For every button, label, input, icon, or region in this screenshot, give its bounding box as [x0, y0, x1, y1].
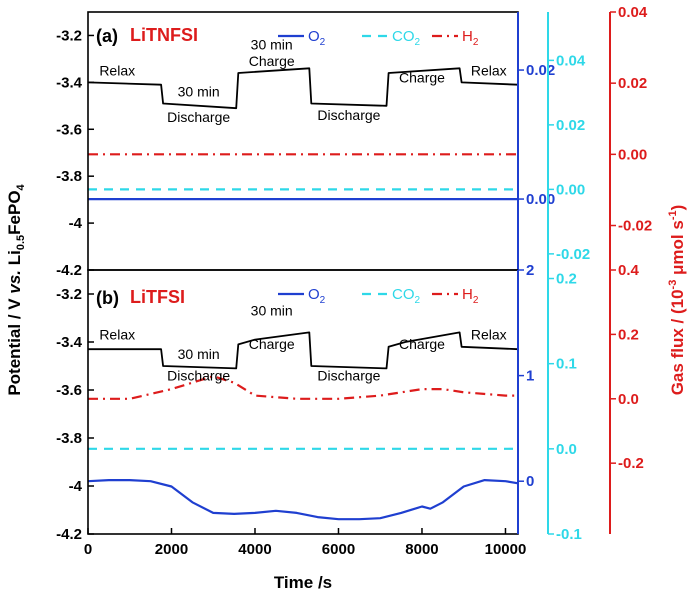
panel-a-left-tick-label-3: -3.8: [56, 168, 82, 185]
panel-a-left-tick-label-5: -4.2: [56, 262, 82, 279]
panel-b-x-ticks: 0 2000 4000 6000 8000 10000: [84, 528, 527, 558]
panel-b-O2-tick-label-2: 0: [526, 473, 534, 490]
panel-a-CO2-tick-label-2: 0.00: [556, 181, 585, 198]
panel-a-annotation-2: Discharge: [167, 109, 230, 125]
panel-b-left-tick-label-2: -3.6: [56, 382, 82, 399]
panel-a-right-axes: 0.020.000.040.020.00-0.020.040.020.00-0.…: [517, 4, 652, 270]
panel-a-left-tick-label-1: -3.4: [56, 74, 83, 91]
panel-b-annotation-3: 30 min: [251, 303, 293, 319]
panel-b: -3.2 -3.4 -3.6 -3.8 -4 -4.2 2 1 0 0.2 0.1 0.0 -0.1 0…: [56, 262, 644, 558]
panel-b-left-tick-label-0: -3.2: [56, 286, 82, 303]
panel-a-CO2-tick-label-0: 0.04: [556, 52, 586, 69]
panel-b-electrolyte: LiTFSI: [130, 287, 185, 307]
panel-a: -3.2-3.4-3.6-3.8-4-4.2 0.020.000.040.020…: [56, 4, 652, 279]
panel-b-right-axes: 2 1 0 0.2 0.1 0.0 -0.1 0.4 0.2 0.0 -0.2: [517, 262, 644, 543]
left-ylabel-sub1: 0.5: [15, 235, 27, 250]
panel-a-CO2-tick-label-1: 0.02: [556, 117, 585, 134]
panel-b-annotation-2: Discharge: [167, 367, 230, 383]
panel-b-H2-tick-label-3: -0.2: [618, 455, 644, 472]
panel-a-legend-co2-label: CO2: [392, 28, 421, 48]
panel-b-CO2-tick-label-0: 0.2: [556, 271, 577, 288]
panel-a-frame: [87, 11, 519, 271]
left-y-axis-label: Potential / V vs. Li0.5FePO4: [5, 183, 27, 395]
panel-a-H2-tick-label-3: -0.02: [618, 218, 652, 235]
panel-a-left-ticks: -3.2 -3.4 -3.6 -3.8 -4 -4.2: [56, 27, 94, 279]
panel-b-annotation-7: Relax: [471, 327, 507, 343]
panel-b-annotation-4: Charge: [249, 336, 295, 352]
x-axis-label: Time /s: [274, 573, 332, 592]
left-ylabel-sub2: 4: [15, 183, 27, 190]
panel-b-H2-tick-label-1: 0.2: [618, 326, 639, 343]
panel-a-annotation-6: Charge: [399, 69, 445, 85]
panel-b-annotations: Relax 30 min Discharge 30 min Charge Discharg…: [99, 303, 506, 384]
panel-b-label: (b): [96, 288, 119, 308]
panel-a-left-tick-label-4: -4: [69, 215, 83, 232]
panel-b-left-tick-label-3: -3.8: [56, 430, 82, 447]
panel-a-series-potential-line: [87, 67, 519, 110]
right-ylabel-close: ): [668, 205, 687, 211]
panel-a-left-tick-label-2: -3.6: [56, 121, 82, 138]
right-ylabel-sup: -3: [667, 280, 679, 290]
panel-b-CO2-tick-label-2: 0.0: [556, 441, 577, 458]
panel-b-legend: O2 CO2 H2: [278, 286, 479, 306]
panel-a-annotation-4: Charge: [249, 53, 295, 69]
panel-b-legend-o2-label: O2: [308, 286, 326, 306]
x-tick-label-5: 10000: [485, 541, 527, 558]
panel-a-left-tick-label-0: -3.2: [56, 27, 82, 44]
panel-b-annotation-5: Discharge: [317, 367, 380, 383]
left-ylabel-vs: vs.: [5, 270, 24, 294]
panel-a-H2-tick-label-2: 0.00: [618, 146, 647, 163]
panel-b-legend-h2-label: H2: [462, 286, 479, 306]
panel-a-O2-tick-label-0: 0.02: [526, 62, 555, 79]
panel-b-series: [87, 331, 519, 521]
panel-a-series: [87, 67, 519, 201]
panel-a-annotation-0: Relax: [99, 62, 135, 78]
panel-b-series-h2-line: [88, 375, 518, 400]
panel-b-O2-tick-label-0: 2: [526, 262, 534, 279]
panel-a-legend-o2-label: O2: [308, 28, 326, 48]
panel-b-series-o2-line: [87, 479, 519, 521]
panel-b-annotation-1: 30 min: [178, 346, 220, 362]
panel-a-annotation-3: 30 min: [251, 37, 293, 53]
right-ylabel-main: Gas flux / (10: [668, 289, 687, 395]
panel-a-O2-tick-label-1: 0.00: [526, 191, 555, 208]
panel-a-annotation-7: Relax: [471, 62, 507, 78]
panel-b-annotation-6: Charge: [399, 336, 445, 352]
panel-a-label: (a): [96, 26, 118, 46]
panel-a-H2-tick-label-1: 0.02: [618, 75, 647, 92]
panel-b-left-tick-label-5: -4.2: [56, 526, 82, 543]
left-ylabel-li: Li: [5, 250, 24, 270]
panel-b-H2-tick-label-2: 0.0: [618, 391, 639, 408]
panel-b-annotation-0: Relax: [99, 327, 135, 343]
panel-a-electrolyte: LiTNFSI: [130, 25, 198, 45]
panel-a-CO2-tick-label-3: -0.02: [556, 246, 590, 263]
panel-b-left-tick-label-1: -3.4: [56, 334, 83, 351]
right-ylabel-unit: μmol s: [668, 220, 687, 280]
panel-b-O2-tick-label-1: 1: [526, 368, 534, 385]
x-tick-label-0: 0: [84, 541, 92, 558]
left-ylabel-fe: FePO: [5, 190, 24, 234]
panel-b-H2-tick-label-0: 0.4: [618, 262, 640, 279]
panel-b-series-potential-line: [88, 331, 519, 370]
panel-b-left-tick-label-4: -4: [69, 478, 83, 495]
panel-a-legend: O2 CO2 H2: [278, 28, 479, 48]
x-tick-label-1: 2000: [155, 541, 188, 558]
panel-b-legend-co2-label: CO2: [392, 286, 421, 306]
panel-b-left-ticks: -3.2 -3.4 -3.6 -3.8 -4 -4.2: [56, 286, 94, 543]
x-tick-label-4: 8000: [405, 541, 438, 558]
right-ylabel-sup2: -1: [667, 210, 679, 220]
panel-a-annotation-5: Discharge: [317, 107, 380, 123]
left-ylabel-main: Potential / V: [5, 294, 24, 396]
panel-a-H2-tick-label-0: 0.04: [618, 4, 648, 21]
panel-a-annotation-1: 30 min: [178, 83, 220, 99]
panel-a-legend-h2-label: H2: [462, 28, 479, 48]
x-tick-label-3: 6000: [322, 541, 355, 558]
panel-b-CO2-tick-label-1: 0.1: [556, 356, 577, 373]
panel-b-CO2-tick-label-3: -0.1: [556, 526, 582, 543]
right-y-axis-label: Gas flux / (10-3 μmol s-1): [667, 205, 687, 396]
x-tick-label-2: 4000: [238, 541, 271, 558]
